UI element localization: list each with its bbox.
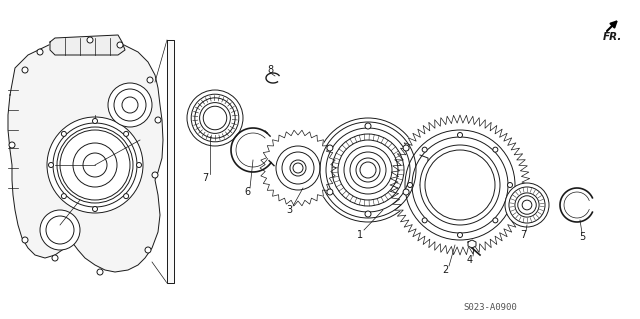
Circle shape [61, 131, 67, 137]
Text: 3: 3 [286, 205, 292, 215]
Circle shape [422, 218, 427, 223]
Polygon shape [260, 130, 336, 206]
Circle shape [365, 211, 371, 217]
Text: 5: 5 [579, 232, 585, 242]
Text: 2: 2 [442, 265, 448, 275]
Circle shape [408, 182, 413, 188]
Circle shape [327, 145, 333, 151]
Text: 1: 1 [357, 230, 363, 240]
Circle shape [316, 118, 420, 222]
Circle shape [147, 77, 153, 83]
Circle shape [493, 218, 498, 223]
Text: S023-A0900: S023-A0900 [463, 303, 517, 313]
Circle shape [155, 117, 161, 123]
Circle shape [124, 194, 129, 199]
Circle shape [49, 162, 54, 167]
Circle shape [403, 145, 409, 151]
Circle shape [505, 183, 549, 227]
Circle shape [422, 147, 427, 152]
Circle shape [356, 158, 380, 182]
Polygon shape [50, 35, 125, 55]
Circle shape [108, 83, 152, 127]
Circle shape [365, 123, 371, 129]
Text: 4: 4 [467, 255, 473, 265]
Circle shape [145, 247, 151, 253]
Polygon shape [468, 240, 476, 248]
Circle shape [22, 67, 28, 73]
Text: 6: 6 [244, 187, 250, 197]
Text: 8: 8 [267, 65, 273, 75]
Circle shape [117, 42, 123, 48]
Circle shape [40, 210, 80, 250]
Circle shape [522, 200, 532, 210]
Circle shape [9, 142, 15, 148]
Circle shape [420, 145, 500, 225]
Circle shape [293, 163, 303, 173]
Circle shape [403, 189, 409, 195]
Circle shape [458, 132, 463, 137]
Circle shape [22, 237, 28, 243]
Circle shape [195, 98, 235, 138]
Circle shape [458, 233, 463, 238]
Polygon shape [8, 38, 163, 272]
Circle shape [136, 162, 141, 167]
Text: 7: 7 [520, 230, 526, 240]
Circle shape [47, 117, 143, 213]
Circle shape [52, 255, 58, 261]
Text: 7: 7 [202, 173, 208, 183]
Polygon shape [167, 40, 174, 283]
Circle shape [87, 37, 93, 43]
Circle shape [204, 106, 227, 130]
Circle shape [93, 206, 97, 211]
Polygon shape [390, 115, 530, 255]
Circle shape [508, 182, 513, 188]
Circle shape [493, 147, 498, 152]
Circle shape [124, 131, 129, 137]
Circle shape [93, 118, 97, 123]
Circle shape [187, 90, 243, 146]
Circle shape [97, 269, 103, 275]
Circle shape [61, 194, 67, 199]
Circle shape [37, 49, 43, 55]
Text: FR.: FR. [603, 32, 622, 42]
Circle shape [515, 193, 539, 217]
Circle shape [327, 189, 333, 195]
Circle shape [152, 172, 158, 178]
